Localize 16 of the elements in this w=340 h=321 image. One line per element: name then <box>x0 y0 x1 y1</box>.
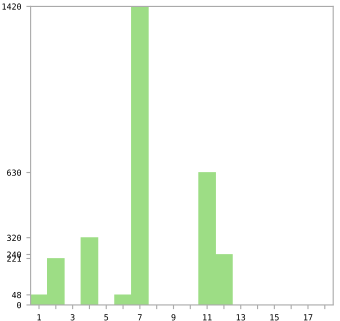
x-tick-label: 9 <box>172 314 176 320</box>
y-tick-label: 0 <box>17 302 22 308</box>
x-tick-label: 3 <box>70 314 75 320</box>
y-tick-label: 630 <box>7 170 22 176</box>
y-tick-label: 240 <box>7 251 22 258</box>
bar <box>80 237 98 305</box>
y-tick-label: 1420 <box>2 3 22 10</box>
x-tick-label: 7 <box>138 314 142 320</box>
y-tick-label: 48 <box>12 292 22 298</box>
x-tick-label: 1 <box>38 314 41 320</box>
x-tick-label: 17 <box>304 314 312 320</box>
x-tick-label: 11 <box>203 314 212 320</box>
x-tick-label: 5 <box>104 314 108 320</box>
x-tick-label: 13 <box>236 314 246 320</box>
y-tick-label: 320 <box>7 234 22 241</box>
x-tick-label: 15 <box>270 314 279 320</box>
